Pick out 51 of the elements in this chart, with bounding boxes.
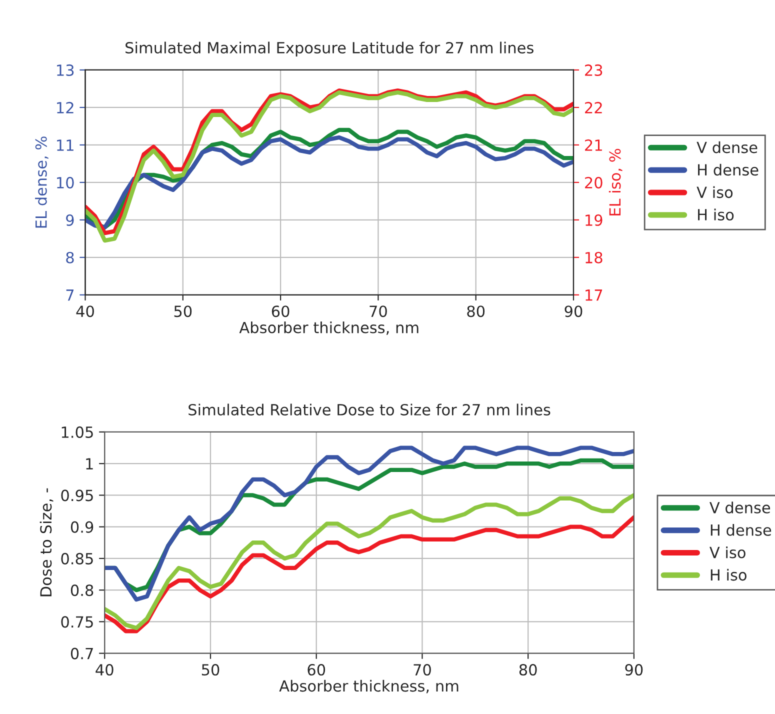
- y2-tick-label: 23: [585, 64, 602, 76]
- x-tick-label: 50: [202, 664, 220, 676]
- x-tick-label: 90: [564, 306, 582, 318]
- y2-tick-label: 17: [586, 290, 602, 301]
- chart-title: Simulated Maximal Exposure Latitude for 27 nm lines: [126, 42, 534, 56]
- line-series: [104, 493, 634, 630]
- legend-label: V iso: [710, 546, 746, 558]
- y-tick-label: 1.05: [62, 426, 93, 438]
- x-tick-label: 70: [414, 664, 431, 676]
- y2-tick-label: 20: [585, 176, 602, 188]
- x-tick-label: 40: [96, 664, 114, 676]
- y-tick-label: 0.85: [61, 552, 93, 564]
- y-tick-label: 0.95: [61, 490, 93, 502]
- legend-label: H iso: [710, 568, 746, 581]
- x-tick-label: 50: [174, 306, 192, 318]
- y2-tick-label: 21: [585, 139, 602, 151]
- x-axis-title: Absorber thickness, nm: [279, 680, 458, 694]
- y-tick-label: 12: [57, 102, 74, 114]
- legend-label: H iso: [698, 208, 734, 220]
- x-tick-label: 70: [370, 306, 387, 318]
- x-tick-label: 60: [308, 664, 326, 676]
- legend-label: V dense: [710, 502, 770, 514]
- chart-title: Simulated Relative Dose to Size for 27 nm lines: [188, 404, 550, 416]
- y-tick-label: 0.9: [70, 521, 94, 533]
- y-tick-label: 8: [66, 252, 74, 264]
- y-tick-label: 0.8: [70, 584, 94, 596]
- y2-tick-label: 22: [585, 102, 602, 114]
- x-tick-label: 80: [467, 306, 485, 318]
- x-axis-title: Absorber thickness, nm: [239, 321, 418, 335]
- y-tick-label: 9: [66, 214, 74, 226]
- y-tick-label: 7: [66, 290, 74, 301]
- y2-tick-label: 18: [586, 252, 602, 264]
- legend-label: V dense: [696, 141, 758, 154]
- x-tick-label: 60: [272, 306, 290, 318]
- y-tick-label: 1: [86, 458, 93, 470]
- y-axis-title: Dose to Size, -: [40, 488, 54, 596]
- y2-tick-label: 19: [586, 214, 602, 226]
- y-axis-title: EL dense, %: [35, 136, 48, 228]
- y-tick-label: 0.7: [70, 648, 93, 660]
- legend-label: H dense: [710, 524, 772, 536]
- y-tick-label: 11: [57, 140, 74, 151]
- legend-label: H dense: [698, 164, 758, 176]
- y2-axis-title: EL iso, %: [608, 148, 622, 216]
- x-tick-label: 80: [519, 664, 537, 676]
- y-tick-label: 10: [57, 176, 74, 188]
- legend-label: V iso: [696, 186, 733, 198]
- y-tick-label: 0.75: [61, 616, 93, 628]
- line-series: [104, 515, 634, 634]
- x-tick-label: 90: [625, 664, 643, 676]
- x-tick-label: 40: [76, 306, 94, 318]
- y-tick-label: 13: [57, 64, 74, 76]
